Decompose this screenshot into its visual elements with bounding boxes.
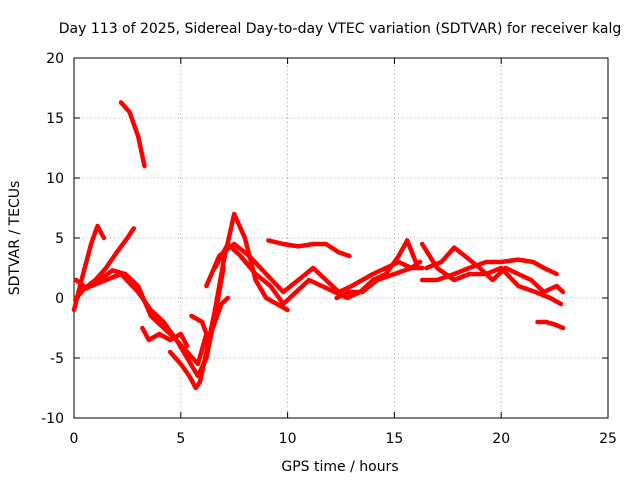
y-tick-label: 15	[46, 111, 64, 127]
y-tick-labels: -10 -5 0 5 10 15 20	[41, 51, 64, 427]
plot-frame	[73, 57, 609, 419]
series-line-sat-k	[266, 238, 352, 259]
y-tick-label: -10	[41, 411, 64, 427]
x-tick-label: 0	[70, 431, 79, 447]
series-line-sat-e	[118, 100, 147, 169]
series-line-sat-p	[535, 319, 566, 331]
series-line-sat-j	[212, 238, 419, 307]
axes	[73, 57, 609, 419]
plot-area	[71, 100, 566, 391]
x-tick-label: 15	[385, 431, 403, 447]
x-axis-label: GPS time / hours	[281, 459, 398, 475]
grid-lines	[74, 58, 608, 418]
x-tick-label: 25	[599, 431, 617, 447]
series-line-sat-n	[419, 257, 559, 283]
y-axis-label: SDTVAR / TECUs	[7, 181, 23, 296]
y-tick-label: 5	[55, 231, 64, 247]
series-line-sat-h	[189, 295, 231, 343]
x-tick-label: 20	[492, 431, 510, 447]
x-tick-labels: 0 5 10 15 20 25	[70, 431, 617, 447]
y-tick-label: 10	[46, 171, 64, 187]
x-tick-label: 5	[176, 431, 185, 447]
y-tick-label: 0	[55, 291, 64, 307]
series-line-sat-l	[334, 265, 425, 301]
series-line-sat-g	[167, 211, 290, 391]
series-line-sat-m	[419, 241, 564, 307]
x-tick-label: 10	[279, 431, 297, 447]
series-line-sat-a	[71, 223, 107, 313]
y-tick-label: 20	[46, 51, 64, 67]
series-line-sat-o	[424, 245, 566, 295]
series-line-sat-c	[76, 271, 209, 367]
y-tick-label: -5	[50, 351, 64, 367]
chart-title: Day 113 of 2025, Sidereal Day-to-day VTE…	[59, 21, 621, 37]
series-line-sat-f	[140, 325, 190, 349]
